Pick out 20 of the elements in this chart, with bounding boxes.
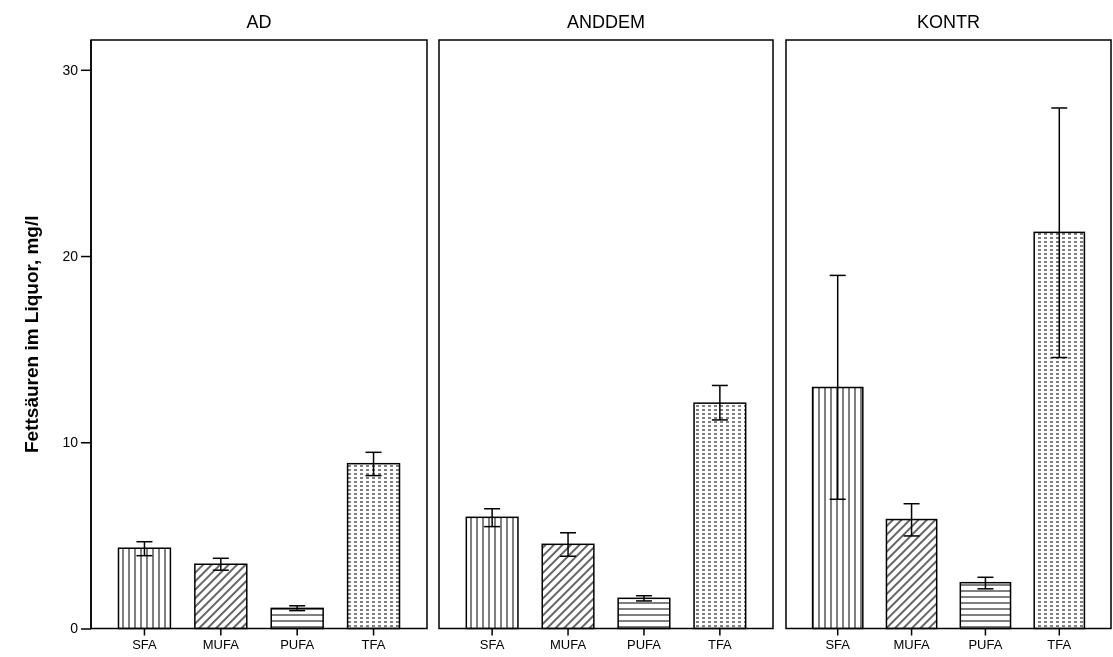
y-tick-label: 30 [62,61,79,78]
y-tick-label: 10 [62,434,79,451]
chart-title: KONTR [917,12,980,32]
x-tick-label: SFA [825,636,851,652]
y-axis-title: Fettsäuren im Liquor, mg/l [21,215,42,454]
x-tick-label: PUFA [280,636,315,652]
x-tick-label: PUFA [626,636,662,652]
x-tick-label: SFA [479,636,505,652]
chart-title: AD [246,12,272,32]
x-tick-label: TFA [1047,636,1072,652]
chart-title: ANDDEM [566,12,646,32]
x-tick-label: MUFA [549,636,587,652]
y-tick-label: 20 [62,248,79,265]
x-tick-label: MUFA [893,636,930,652]
y-tick-label: 0 [70,620,79,637]
x-tick-label: MUFA [202,636,240,652]
x-tick-label: TFA [361,636,386,652]
x-tick-label: TFA [707,636,733,652]
x-tick-label: SFA [132,636,158,652]
x-tick-label: PUFA [968,636,1003,652]
